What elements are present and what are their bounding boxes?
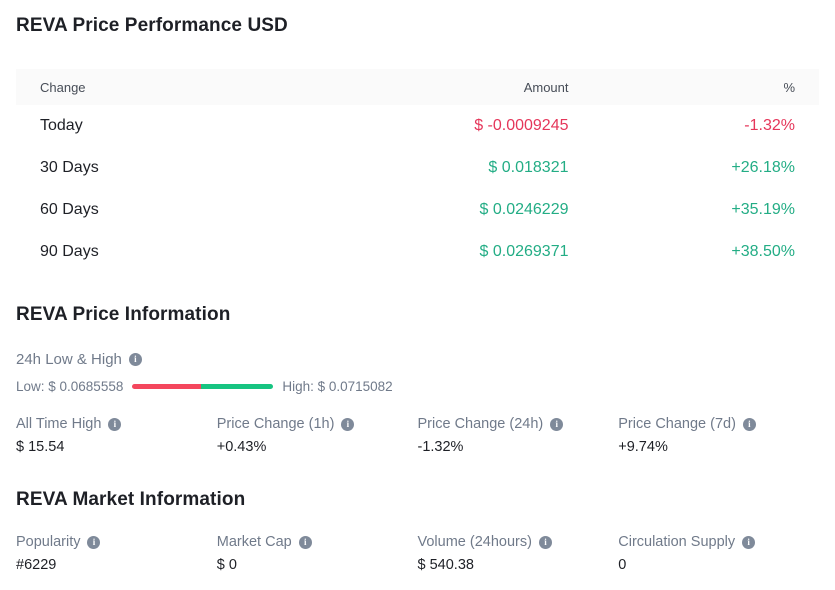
stat-label: Price Change (1h) — [216, 416, 335, 432]
stat-label: All Time High — [16, 416, 102, 432]
stat-label: Price Change (7d) — [618, 416, 736, 432]
info-icon[interactable]: i — [108, 417, 122, 431]
row-amount: $ 0.0246229 — [479, 201, 569, 218]
low-high-bar-green — [200, 384, 274, 389]
info-icon[interactable]: i — [550, 417, 564, 431]
row-amount: $ 0.0269371 — [479, 243, 569, 260]
stat-circulation-supply: Circulation Supply i 0 — [618, 534, 819, 573]
info-icon[interactable]: i — [742, 417, 756, 431]
table-row-today: Today $ -0.0009245 -1.32% — [16, 105, 819, 147]
info-icon[interactable]: i — [742, 535, 756, 549]
row-percent: +35.19% — [731, 201, 795, 218]
stat-popularity: Popularity i #6229 — [16, 534, 217, 573]
stat-label: Volume (24hours) — [417, 534, 532, 550]
low-high-bar-red — [132, 384, 201, 389]
col-header-amount: Amount — [523, 79, 569, 95]
low-high-label-row: 24h Low & High i — [16, 351, 819, 368]
stat-price-change-1h: Price Change (1h) i +0.43% — [217, 416, 418, 455]
market-info-section-title: REVA Market Information — [16, 489, 246, 510]
table-row-30-days: 30 Days $ 0.018321 +26.18% — [16, 147, 819, 189]
info-icon[interactable]: i — [538, 535, 552, 549]
high-value-label: High: $ 0.0715082 — [282, 379, 393, 394]
col-header-change: Change — [40, 79, 86, 95]
stat-label: Popularity — [16, 534, 81, 550]
row-label: Today — [40, 117, 83, 134]
row-label: 60 Days — [40, 201, 99, 218]
info-icon[interactable]: i — [341, 417, 355, 431]
info-icon[interactable]: i — [298, 535, 312, 549]
stat-label: Circulation Supply — [618, 534, 736, 550]
low-high-bar — [132, 384, 274, 389]
row-amount: $ 0.018321 — [488, 159, 569, 176]
low-high-label: 24h Low & High — [16, 351, 122, 368]
stat-value: #6229 — [16, 557, 57, 573]
row-label: 90 Days — [40, 243, 99, 260]
info-icon[interactable]: i — [128, 353, 142, 366]
stat-volume-24h: Volume (24hours) i $ 540.38 — [418, 534, 619, 573]
stat-price-change-24h: Price Change (24h) i -1.32% — [418, 416, 619, 455]
stat-value: $ 15.54 — [16, 439, 65, 455]
stat-value: -1.32% — [417, 439, 464, 455]
price-info-section-title: REVA Price Information — [16, 304, 231, 325]
low-high-bar-row: Low: $ 0.0685558 High: $ 0.0715082 — [16, 379, 819, 394]
table-header-row: Change Amount % — [16, 69, 819, 105]
row-label: 30 Days — [40, 159, 99, 176]
market-stats-grid: Popularity i #6229 Market Cap i $ 0 Volu… — [16, 534, 819, 573]
stat-label: Price Change (24h) — [417, 416, 544, 432]
stat-value: +9.74% — [618, 439, 668, 455]
reva-info-page: REVA Price Performance USD Change Amount… — [16, 15, 819, 573]
stat-all-time-high: All Time High i $ 15.54 — [16, 416, 217, 455]
row-percent: +26.18% — [731, 159, 795, 176]
col-header-percent: % — [783, 79, 795, 95]
low-value-label: Low: $ 0.0685558 — [16, 379, 124, 394]
performance-table: Change Amount % Today $ -0.0009245 -1.32… — [16, 69, 819, 273]
row-amount: $ -0.0009245 — [474, 117, 569, 134]
price-stats-grid: All Time High i $ 15.54 Price Change (1h… — [16, 416, 819, 455]
performance-section-title: REVA Price Performance USD — [16, 15, 288, 36]
row-percent: -1.32% — [744, 117, 795, 134]
stat-value: $ 540.38 — [417, 557, 474, 573]
info-icon[interactable]: i — [87, 535, 101, 549]
stat-market-cap: Market Cap i $ 0 — [217, 534, 418, 573]
stat-value: 0 — [618, 557, 627, 573]
row-percent: +38.50% — [731, 243, 795, 260]
stat-label: Market Cap — [216, 534, 292, 550]
table-row-60-days: 60 Days $ 0.0246229 +35.19% — [16, 189, 819, 231]
stat-price-change-7d: Price Change (7d) i +9.74% — [618, 416, 819, 455]
stat-value: +0.43% — [216, 439, 267, 455]
table-row-90-days: 90 Days $ 0.0269371 +38.50% — [16, 231, 819, 273]
stat-value: $ 0 — [216, 557, 237, 573]
